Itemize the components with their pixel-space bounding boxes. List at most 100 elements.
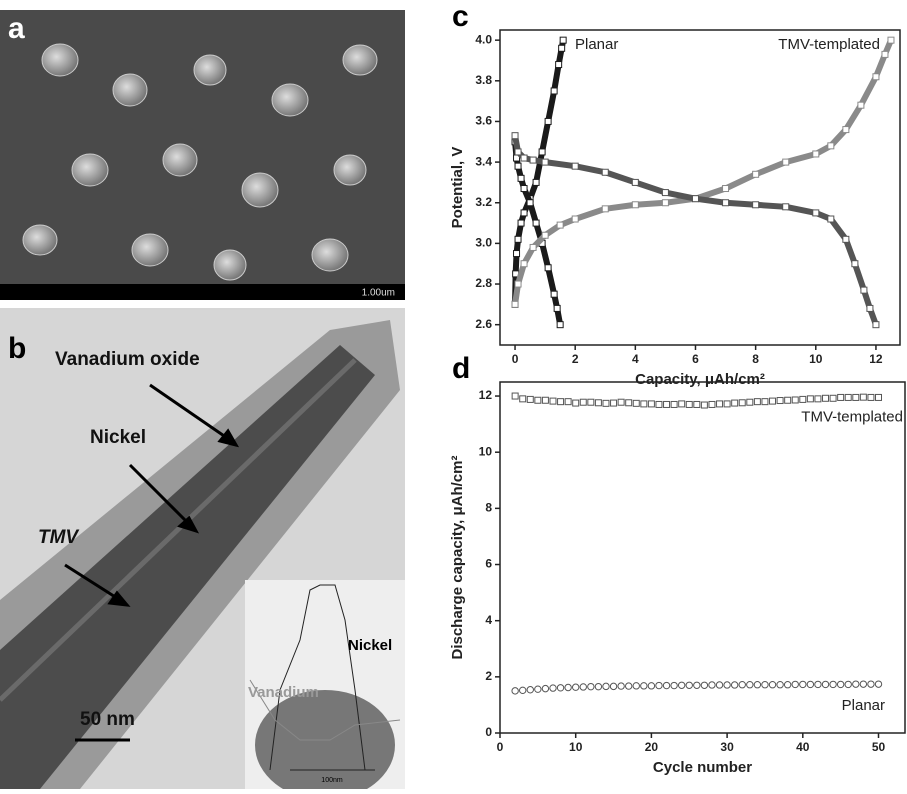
marker — [822, 681, 828, 687]
marker — [542, 685, 548, 691]
marker — [572, 216, 578, 222]
marker — [717, 401, 723, 407]
y-tick-label: 2.8 — [475, 276, 492, 290]
marker — [533, 220, 539, 226]
inset-scale-label: 100nm — [321, 777, 343, 784]
marker — [732, 400, 738, 406]
marker — [535, 686, 541, 692]
marker — [731, 682, 737, 688]
marker — [692, 196, 698, 202]
marker — [556, 62, 562, 68]
marker — [807, 681, 813, 687]
marker — [641, 683, 647, 689]
marker — [723, 200, 729, 206]
marker — [800, 681, 806, 687]
marker — [558, 399, 564, 405]
marker — [512, 393, 518, 399]
marker — [813, 151, 819, 157]
marker — [828, 143, 834, 149]
marker — [557, 685, 563, 691]
marker — [754, 399, 760, 405]
marker — [603, 400, 609, 406]
marker — [815, 396, 821, 402]
marker — [845, 681, 851, 687]
plot-frame — [500, 30, 900, 345]
tem-image — [0, 308, 405, 789]
marker — [860, 681, 866, 687]
marker — [852, 261, 858, 267]
marker — [679, 401, 685, 407]
marker — [535, 397, 541, 403]
marker — [514, 251, 520, 257]
marker — [520, 687, 526, 693]
marker — [671, 401, 677, 407]
marker — [633, 400, 639, 406]
marker — [723, 186, 729, 192]
panel-letter: d — [452, 352, 470, 385]
marker — [554, 305, 560, 311]
marker — [521, 210, 527, 216]
marker — [588, 683, 594, 689]
marker — [837, 681, 843, 687]
marker — [662, 190, 668, 196]
marker — [716, 682, 722, 688]
panel-letter: a — [8, 12, 25, 45]
y-tick-label: 0 — [485, 725, 492, 739]
marker — [724, 401, 730, 407]
marker — [686, 401, 692, 407]
marker — [648, 401, 654, 407]
marker — [610, 683, 616, 689]
marker — [709, 682, 715, 688]
marker — [542, 159, 548, 165]
marker — [664, 401, 670, 407]
marker — [656, 401, 662, 407]
marker — [602, 169, 608, 175]
marker — [520, 396, 526, 402]
marker — [626, 400, 632, 406]
x-axis-label: Capacity, μAh/cm² — [635, 371, 765, 388]
image-label: TMV — [38, 527, 79, 548]
marker — [515, 281, 521, 287]
marker — [792, 681, 798, 687]
y-tick-label: 3.0 — [475, 236, 492, 250]
marker — [518, 220, 524, 226]
x-tick-label: 12 — [869, 352, 883, 366]
marker — [686, 682, 692, 688]
marker — [633, 683, 639, 689]
marker — [512, 301, 518, 307]
marker — [753, 202, 759, 208]
marker — [777, 398, 783, 404]
marker — [694, 682, 700, 688]
annotation: Planar — [575, 36, 618, 53]
y-tick-label: 3.6 — [475, 114, 492, 128]
marker — [709, 401, 715, 407]
x-tick-label: 0 — [512, 352, 519, 366]
marker — [860, 394, 866, 400]
marker — [739, 682, 745, 688]
marker — [868, 681, 874, 687]
marker — [542, 232, 548, 238]
marker — [545, 265, 551, 271]
marker — [873, 322, 879, 328]
x-tick-label: 0 — [497, 740, 504, 754]
marker — [557, 322, 563, 328]
marker — [724, 682, 730, 688]
marker — [551, 291, 557, 297]
y-tick-label: 12 — [479, 388, 493, 402]
x-tick-label: 4 — [632, 352, 639, 366]
x-tick-label: 30 — [720, 740, 734, 754]
marker — [521, 155, 527, 161]
marker — [580, 399, 586, 405]
curve — [515, 40, 891, 304]
x-tick-label: 50 — [872, 740, 886, 754]
x-tick-label: 20 — [645, 740, 659, 754]
marker — [800, 396, 806, 402]
x-tick-label: 10 — [809, 352, 823, 366]
marker — [565, 684, 571, 690]
marker — [603, 683, 609, 689]
image-label: Vanadium oxide — [55, 349, 200, 370]
y-tick-label: 8 — [485, 501, 492, 515]
y-tick-label: 3.4 — [475, 154, 492, 168]
marker — [762, 399, 768, 405]
marker — [662, 200, 668, 206]
